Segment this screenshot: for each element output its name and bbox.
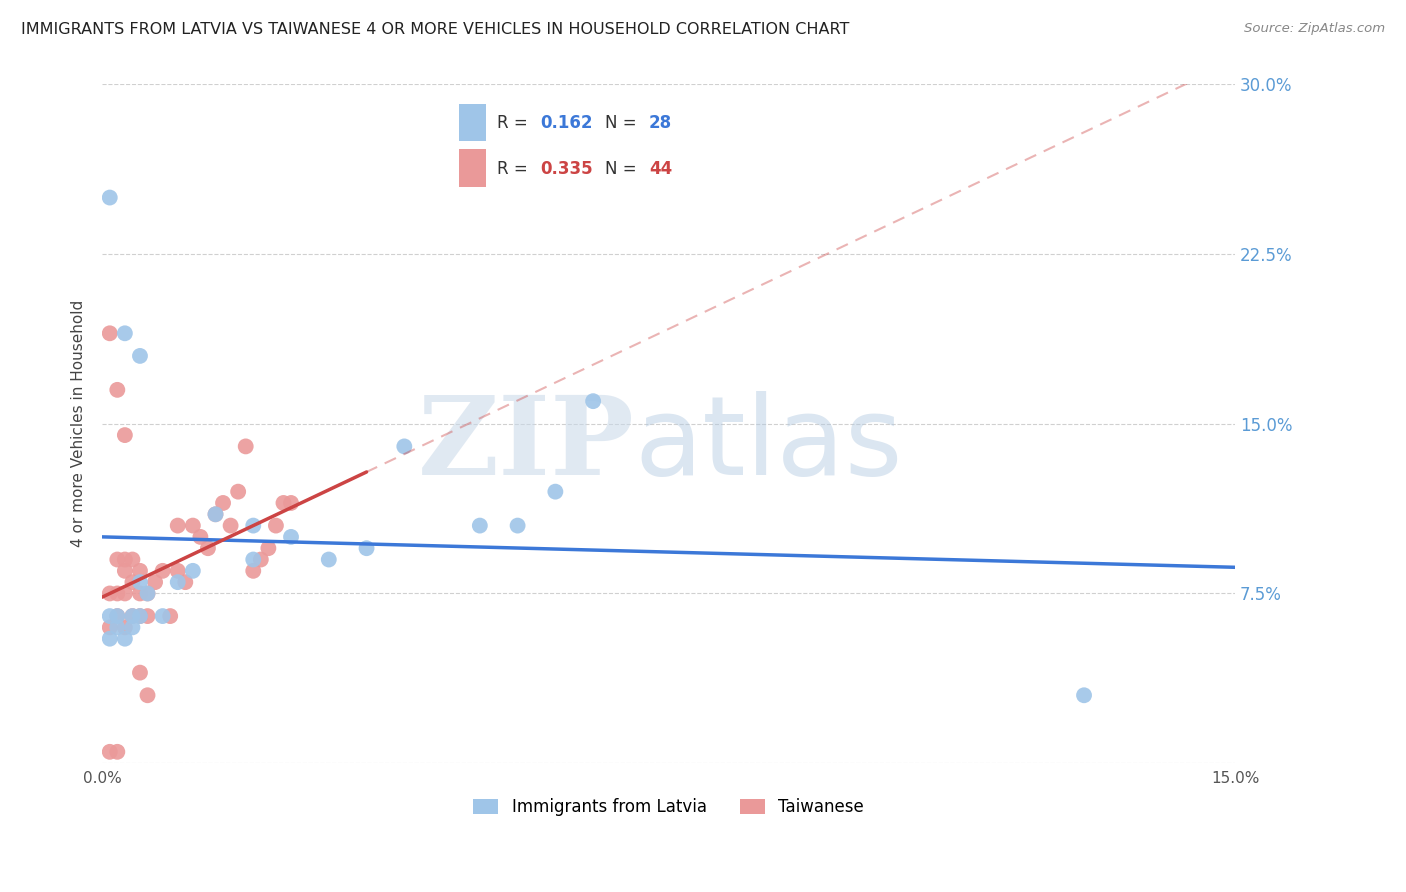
- Point: [166, 575, 188, 590]
- Point: [105, 552, 128, 566]
- Point: [129, 609, 152, 624]
- Text: IMMIGRANTS FROM LATVIA VS TAIWANESE 4 OR MORE VEHICLES IN HOUSEHOLD CORRELATION : IMMIGRANTS FROM LATVIA VS TAIWANESE 4 OR…: [21, 22, 849, 37]
- Point: [280, 530, 302, 544]
- Point: [129, 575, 152, 590]
- Point: [129, 665, 152, 680]
- Point: [143, 575, 166, 590]
- Point: [257, 541, 280, 556]
- Point: [98, 190, 121, 204]
- Point: [356, 541, 378, 556]
- Point: [242, 564, 264, 578]
- Point: [242, 518, 264, 533]
- Point: [152, 564, 174, 578]
- Point: [129, 586, 152, 600]
- Point: [114, 326, 136, 341]
- Point: [121, 620, 143, 634]
- Point: [136, 609, 159, 624]
- Point: [181, 518, 204, 533]
- Point: [136, 586, 159, 600]
- Point: [105, 609, 128, 624]
- Point: [166, 518, 188, 533]
- Point: [136, 688, 159, 702]
- Point: [159, 609, 181, 624]
- Point: [114, 620, 136, 634]
- Point: [121, 552, 143, 566]
- Point: [174, 575, 197, 590]
- Point: [105, 609, 128, 624]
- Point: [114, 552, 136, 566]
- Point: [226, 484, 249, 499]
- Point: [129, 609, 152, 624]
- Point: [273, 496, 295, 510]
- Point: [204, 508, 226, 522]
- Point: [250, 552, 273, 566]
- Point: [506, 518, 529, 533]
- Point: [219, 518, 242, 533]
- Point: [544, 484, 567, 499]
- Point: [212, 496, 235, 510]
- Point: [98, 326, 121, 341]
- Point: [105, 620, 128, 634]
- Point: [394, 439, 416, 453]
- Point: [197, 541, 219, 556]
- Point: [98, 586, 121, 600]
- Point: [121, 575, 143, 590]
- Point: [98, 745, 121, 759]
- Point: [105, 586, 128, 600]
- Y-axis label: 4 or more Vehicles in Household: 4 or more Vehicles in Household: [72, 301, 86, 548]
- Point: [105, 383, 128, 397]
- Point: [468, 518, 491, 533]
- Point: [98, 632, 121, 646]
- Point: [114, 632, 136, 646]
- Point: [582, 394, 605, 409]
- Point: [114, 586, 136, 600]
- Point: [121, 609, 143, 624]
- Point: [136, 586, 159, 600]
- Text: ZIP: ZIP: [418, 391, 634, 498]
- Point: [181, 564, 204, 578]
- Text: Source: ZipAtlas.com: Source: ZipAtlas.com: [1244, 22, 1385, 36]
- Text: atlas: atlas: [634, 391, 903, 498]
- Point: [98, 609, 121, 624]
- Point: [190, 530, 212, 544]
- Point: [129, 564, 152, 578]
- Point: [166, 564, 188, 578]
- Point: [280, 496, 302, 510]
- Point: [242, 552, 264, 566]
- Point: [264, 518, 287, 533]
- Legend: Immigrants from Latvia, Taiwanese: Immigrants from Latvia, Taiwanese: [467, 791, 870, 822]
- Point: [105, 745, 128, 759]
- Point: [129, 349, 152, 363]
- Point: [235, 439, 257, 453]
- Point: [121, 609, 143, 624]
- Point: [318, 552, 340, 566]
- Point: [114, 428, 136, 442]
- Point: [204, 508, 226, 522]
- Point: [152, 609, 174, 624]
- Point: [98, 620, 121, 634]
- Point: [1073, 688, 1095, 702]
- Point: [114, 564, 136, 578]
